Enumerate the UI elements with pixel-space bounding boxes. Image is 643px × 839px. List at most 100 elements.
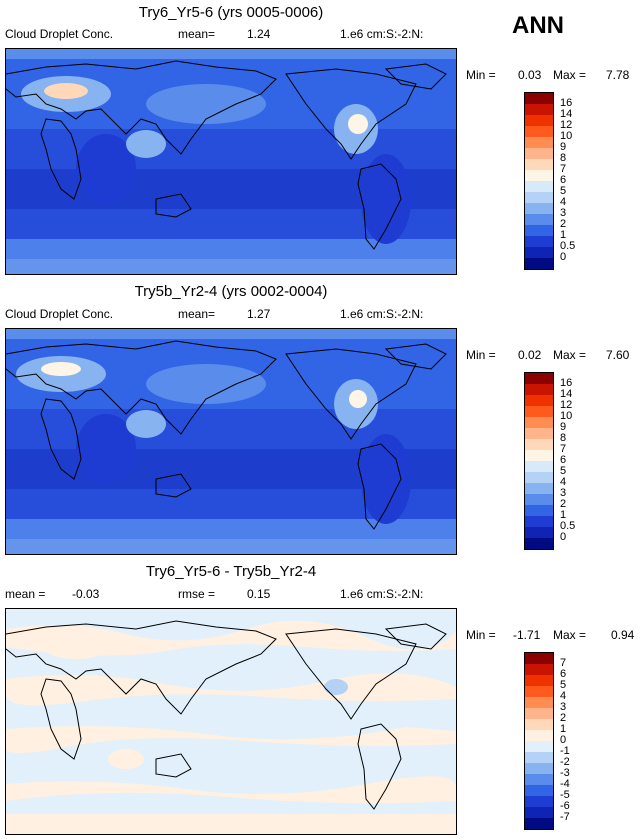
panel-1-min-label: Min = [466, 68, 496, 82]
colorbar-tick-label: 5 [560, 185, 567, 197]
colorbar-swatch [525, 247, 553, 258]
panel-2-colorbar-labels: 16 14 12 10 9 8 7 6 5 4 3 2 1 0.5 0 [560, 372, 620, 548]
panel-2-map [5, 328, 457, 555]
colorbar-tick-label: -2 [560, 756, 570, 768]
panel-1-units: 1.e6 cm:S:-2:N: [340, 27, 424, 41]
colorbar-tick-label: 4 [560, 196, 567, 208]
panel-2-mean-value: 1.27 [247, 307, 271, 321]
colorbar-tick-label: 16 [560, 377, 573, 389]
colorbar-swatch [525, 461, 553, 472]
panel-3-units: 1.e6 cm:S:-2:N: [340, 587, 424, 601]
panel-2-mean-label: mean= [178, 307, 216, 321]
colorbar-swatch [525, 104, 553, 115]
colorbar-tick-label: 12 [560, 399, 573, 411]
colorbar-tick-label: 5 [560, 465, 567, 477]
panel-3-map-graphic [6, 609, 456, 834]
colorbar-tick-label: 6 [560, 454, 567, 466]
colorbar-swatch [525, 527, 553, 538]
colorbar-tick-label: 0 [560, 251, 567, 263]
panel-2-min-value: 0.02 [518, 348, 542, 362]
colorbar-tick-label: 3 [560, 701, 567, 713]
colorbar-swatch [525, 807, 553, 818]
panel-1-max-label: Max = [553, 68, 587, 82]
colorbar-swatch [525, 236, 553, 247]
panel-1-colorbar-labels: 16 14 12 10 9 8 7 6 5 4 3 2 1 0.5 0 [560, 92, 620, 268]
colorbar-swatch [525, 225, 553, 236]
panel-2-max-value: 7.60 [606, 348, 630, 362]
colorbar-tick-label: -7 [560, 811, 570, 823]
colorbar-swatch [525, 214, 553, 225]
panel-1-mean-label: mean= [178, 27, 216, 41]
colorbar-tick-label: 1 [560, 509, 567, 521]
panel-3-colorbar [524, 652, 554, 830]
colorbar-tick-label: 6 [560, 174, 567, 186]
colorbar-swatch [525, 450, 553, 461]
panel-3-colorbar-labels: 7 6 5 4 3 2 1 0 -1 -2 -3 -4 -5 -6 -7 [560, 652, 620, 828]
colorbar-tick-label: -6 [560, 800, 570, 812]
colorbar-swatch [525, 796, 553, 807]
panel-2-min-label: Min = [466, 348, 496, 362]
colorbar-tick-label: -1 [560, 745, 570, 757]
colorbar-swatch [525, 472, 553, 483]
colorbar-swatch [525, 428, 553, 439]
colorbar-tick-label: 10 [560, 410, 573, 422]
season-label: ANN [512, 12, 564, 39]
colorbar-swatch [525, 170, 553, 181]
colorbar-swatch [525, 137, 553, 148]
colorbar-tick-label: 4 [560, 476, 567, 488]
colorbar-tick-label: 12 [560, 119, 573, 131]
colorbar-swatch [525, 763, 553, 774]
colorbar-tick-label: 0 [560, 531, 567, 543]
colorbar-swatch [525, 258, 553, 269]
colorbar-swatch [525, 483, 553, 494]
colorbar-swatch [525, 373, 553, 384]
colorbar-swatch [525, 785, 553, 796]
colorbar-swatch [525, 675, 553, 686]
panel-2-variable: Cloud Droplet Conc. [5, 307, 114, 321]
colorbar-swatch [525, 664, 553, 675]
colorbar-tick-label: 9 [560, 421, 567, 433]
colorbar-swatch [525, 384, 553, 395]
colorbar-tick-label: 14 [560, 388, 573, 400]
panel-2-map-graphic [6, 329, 456, 554]
colorbar-tick-label: 6 [560, 668, 567, 680]
colorbar-tick-label: 1 [560, 229, 567, 241]
colorbar-swatch [525, 494, 553, 505]
colorbar-swatch [525, 395, 553, 406]
panel-3-map [5, 608, 457, 835]
colorbar-tick-label: 8 [560, 432, 567, 444]
colorbar-swatch [525, 93, 553, 104]
colorbar-tick-label: 14 [560, 108, 573, 120]
colorbar-swatch [525, 192, 553, 203]
colorbar-swatch [525, 148, 553, 159]
panel-2-max-label: Max = [553, 348, 587, 362]
colorbar-swatch [525, 708, 553, 719]
colorbar-swatch [525, 417, 553, 428]
panel-3-mean-value: -0.03 [72, 587, 100, 601]
colorbar-swatch [525, 719, 553, 730]
colorbar-tick-label: 0.5 [560, 240, 576, 252]
colorbar-tick-label: 7 [560, 163, 567, 175]
colorbar-tick-label: 4 [560, 690, 567, 702]
colorbar-swatch [525, 752, 553, 763]
colorbar-swatch [525, 741, 553, 752]
colorbar-swatch [525, 115, 553, 126]
colorbar-tick-label: 7 [560, 443, 567, 455]
colorbar-tick-label: 16 [560, 97, 573, 109]
colorbar-tick-label: 0.5 [560, 520, 576, 532]
colorbar-swatch [525, 406, 553, 417]
colorbar-tick-label: -3 [560, 767, 570, 779]
colorbar-swatch [525, 697, 553, 708]
colorbar-swatch [525, 516, 553, 527]
colorbar-tick-label: 3 [560, 207, 567, 219]
colorbar-tick-label: 10 [560, 130, 573, 142]
colorbar-tick-label: 8 [560, 152, 567, 164]
panel-1-map [5, 48, 457, 275]
panel-1-max-value: 7.78 [606, 68, 630, 82]
panel-1-title: Try6_Yr5-6 (yrs 0005-0006) [138, 4, 324, 21]
panel-3-rmse-value: 0.15 [247, 587, 271, 601]
panel-3-min-value: -1.71 [513, 628, 541, 642]
colorbar-swatch [525, 181, 553, 192]
colorbar-tick-label: 2 [560, 218, 567, 230]
panel-1-map-graphic [6, 49, 456, 274]
